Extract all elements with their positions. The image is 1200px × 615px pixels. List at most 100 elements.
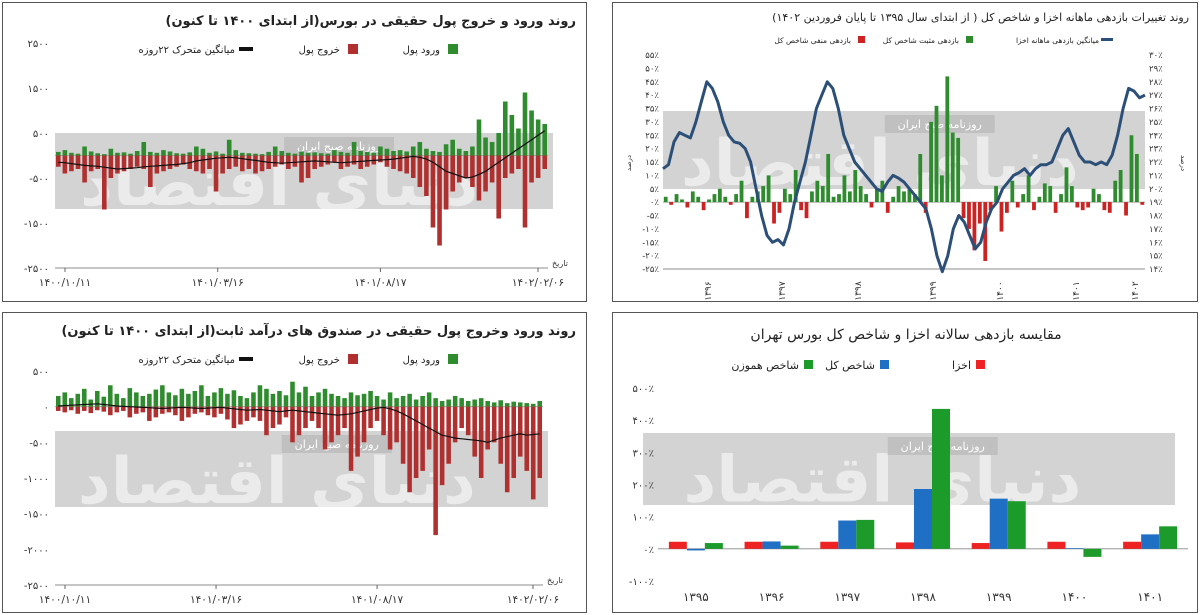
positive-return-bar (956, 137, 961, 203)
bar-total-index (838, 520, 857, 549)
right-y-tick-label: ۱۷٪ (1149, 225, 1163, 235)
positive-return-bar (674, 194, 679, 203)
positive-return-bar (1118, 170, 1123, 203)
right-y-tick-label: ۱۴٪ (1149, 265, 1163, 275)
x-axis-label: تاریخ (552, 259, 568, 268)
y-tick-label: -۱۰۰٪ (629, 577, 654, 588)
legend-label: اخزا (952, 359, 971, 372)
y-tick-label: -۵۰۰ (29, 438, 49, 449)
right-y-tick-label: ۲۱٪ (1149, 171, 1163, 181)
bar-total-index (762, 541, 781, 549)
left-y-tick-label: ۳۰٪ (645, 118, 659, 128)
left-y-tick-label: ۲۵٪ (645, 131, 659, 141)
annual-comparison-chart: مقایسه بازدهی سالانه اخزا و شاخص کل بورس… (629, 327, 1188, 604)
fixed-income-flows-chart: روند ورود وخروج پول حقیقی در صندوق های د… (24, 322, 576, 606)
negative-return-bar (1015, 202, 1020, 208)
x-tick-label: ۱۳۹۷ (834, 590, 860, 604)
x-tick-label: ۱۳۹۹ (986, 590, 1012, 604)
legend-swatch (880, 360, 889, 369)
legend-swatch (239, 357, 253, 361)
negative-return-bar (804, 202, 809, 219)
positive-return-bar (1059, 194, 1063, 203)
positive-return-bar (907, 188, 912, 203)
bar-equal-weight-index (780, 545, 799, 549)
negative-return-bar (885, 202, 890, 213)
bar-total-index (686, 548, 705, 551)
left-y-tick-label: ۲۰٪ (645, 145, 659, 155)
negative-return-bar (988, 202, 993, 211)
positive-return-bar (945, 76, 950, 203)
left-y-tick-label: ۵٪ (650, 185, 660, 195)
x-tick-label: ۱۴۰۱ (1072, 281, 1082, 300)
positive-return-bar (831, 196, 836, 203)
watermark-sub-box (884, 115, 995, 133)
positive-return-bar (1048, 186, 1053, 203)
negative-return-bar (967, 202, 971, 229)
positive-return-bar (793, 170, 798, 203)
positive-return-bar (1091, 188, 1096, 203)
y-tick-label: ۵۰۰٪ (633, 384, 654, 395)
positive-return-bar (815, 180, 820, 203)
positive-return-bar (820, 186, 825, 203)
x-tick-label: ۱۴۰۱/۰۳/۱۶ (190, 594, 242, 606)
negative-return-bar (799, 202, 803, 211)
positive-return-bar (663, 196, 668, 203)
negative-return-bar (1005, 202, 1009, 213)
y-tick-label: ۱۵۰۰ (28, 84, 49, 95)
y-tick-label: ۵۰۰ (33, 129, 49, 140)
positive-return-bar (847, 191, 852, 203)
negative-return-bar (745, 202, 749, 219)
positive-return-bar (994, 186, 998, 203)
positive-return-bar (1042, 183, 1047, 203)
x-tick-label: ۱۴۰۱/۰۳/۱۶ (192, 277, 244, 289)
right-y-tick-label: ۲۲٪ (1149, 158, 1163, 168)
positive-return-bar (1021, 194, 1026, 203)
right-y-tick-label: ۲۵٪ (1149, 118, 1163, 128)
positive-return-bar (891, 196, 896, 203)
legend-swatch (348, 44, 358, 54)
negative-return-bar (1124, 202, 1128, 216)
positive-return-bar (1129, 135, 1134, 203)
moving-average-line (58, 403, 540, 443)
positive-return-bar (712, 194, 717, 203)
positive-return-bar (707, 199, 711, 203)
positive-return-bar (875, 188, 879, 203)
y-tick-label: ۲۵۰۰ (28, 39, 49, 50)
negative-return-bar (772, 202, 776, 224)
y-tick-label: -۵۰۰ (29, 174, 49, 185)
left-y-tick-label: ۴۵٪ (645, 78, 659, 88)
bar-akhza (1123, 541, 1142, 549)
negative-return-bar (961, 202, 966, 219)
negative-return-bar (1080, 202, 1085, 211)
y-tick-label: ۲۰۰٪ (633, 481, 654, 492)
legend-label: میانگین بازدهی ماهانه اخزا (1016, 36, 1099, 45)
positive-return-bar (1113, 180, 1118, 203)
x-tick-label: ۱۴۰۰/۱۰/۱۱ (39, 277, 91, 289)
left-y-tick-label: -۵٪ (647, 212, 660, 222)
legend-label: ورود پول (403, 355, 441, 366)
legend-swatch (348, 354, 358, 364)
bar-equal-weight-index (704, 543, 723, 549)
bar-akhza (971, 543, 990, 549)
bar-equal-weight-index (856, 519, 875, 549)
legend-swatch (966, 36, 973, 43)
positive-return-bar (1069, 186, 1074, 203)
y-tick-label: -۱۵۰۰ (24, 219, 49, 230)
right-y-tick-label: ۲۹٪ (1149, 64, 1163, 74)
x-tick-label: ۱۳۹۸ (854, 281, 864, 301)
watermark-sub: روزنامه صبح ایران (297, 140, 381, 153)
left-y-axis-label: درصد (625, 155, 633, 171)
x-tick-label: ۱۳۹۸ (910, 590, 936, 604)
positive-return-bar (837, 194, 841, 203)
legend-swatch (804, 360, 813, 369)
legend-swatch (1101, 38, 1113, 41)
monthly-returns-panel: روند تغییرات بازدهی ماهانه اخزا و شاخص ک… (612, 2, 1198, 302)
annual-comparison-panel: مقایسه بازدهی سالانه اخزا و شاخص کل بورس… (612, 312, 1198, 613)
bar-akhza (668, 541, 687, 549)
y-tick-label: ۱۰۰٪ (633, 513, 654, 524)
negative-return-bar (669, 202, 674, 205)
x-tick-label: ۱۴۰۰ (996, 281, 1006, 300)
bar-akhza (896, 542, 914, 549)
fixed-income-flows-panel: روند ورود وخروج پول حقیقی در صندوق های د… (2, 312, 587, 613)
x-tick-label: ۱۴۰۱ (1137, 590, 1163, 604)
